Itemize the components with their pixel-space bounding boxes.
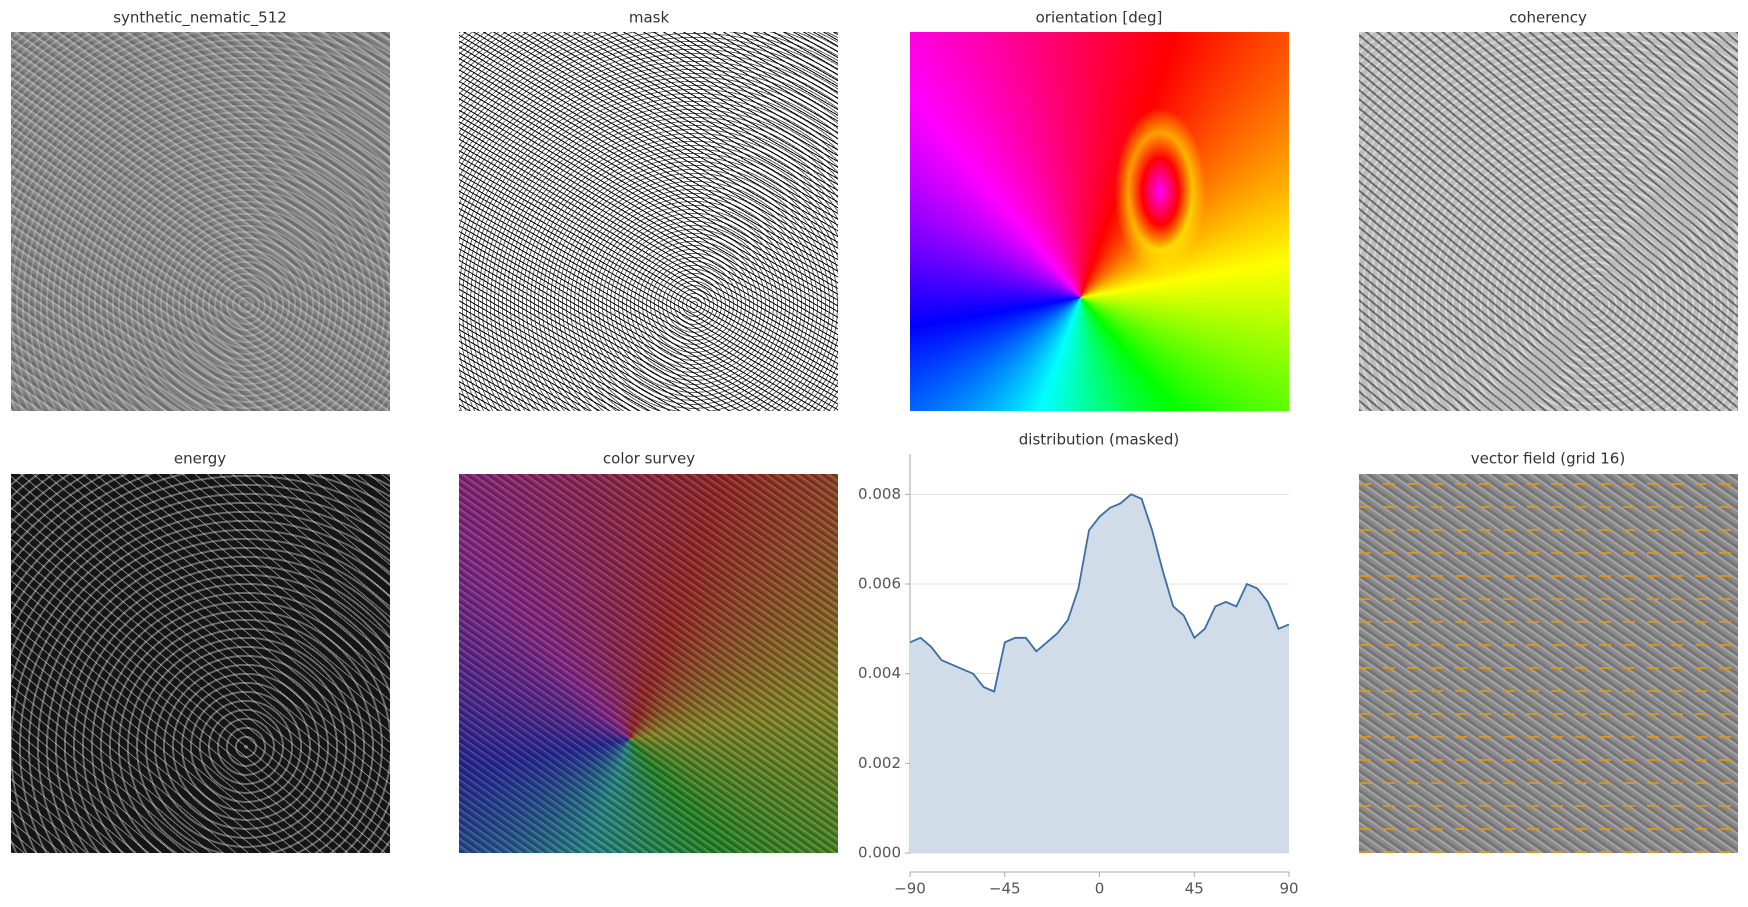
image-color-survey bbox=[459, 474, 838, 853]
image-synthetic bbox=[11, 32, 390, 411]
x-tick-label: −90 bbox=[894, 880, 926, 898]
image-energy bbox=[11, 474, 390, 853]
x-tick-label: 45 bbox=[1185, 880, 1204, 898]
panel-title: synthetic_nematic_512 bbox=[113, 9, 287, 28]
panel-title: mask bbox=[629, 9, 670, 27]
image-orientation bbox=[910, 32, 1289, 411]
line bbox=[909, 493, 1290, 693]
y-tick-label: 0.002 bbox=[858, 754, 901, 772]
panel-title: coherency bbox=[1509, 9, 1587, 27]
image-vector-field bbox=[1359, 474, 1738, 853]
image-mask bbox=[459, 32, 838, 411]
panel-title: vector field (grid 16) bbox=[1471, 450, 1625, 468]
area bbox=[910, 494, 1289, 853]
y-tick-label: 0.004 bbox=[858, 664, 901, 682]
image-coherency bbox=[1359, 32, 1738, 411]
panel-title: color survey bbox=[603, 450, 695, 468]
x-tick-label: −45 bbox=[989, 880, 1021, 898]
y-tick-label: 0.008 bbox=[858, 485, 901, 503]
y-tick-label: 0.000 bbox=[858, 844, 901, 862]
x-tick-label: 0 bbox=[1095, 880, 1105, 898]
y-tick-label: 0.006 bbox=[858, 575, 901, 593]
panel-title: orientation [deg] bbox=[1036, 9, 1163, 27]
x-tick-label: 90 bbox=[1279, 880, 1298, 898]
panel-title: energy bbox=[174, 450, 226, 468]
chart-title: distribution (masked) bbox=[1019, 431, 1179, 449]
